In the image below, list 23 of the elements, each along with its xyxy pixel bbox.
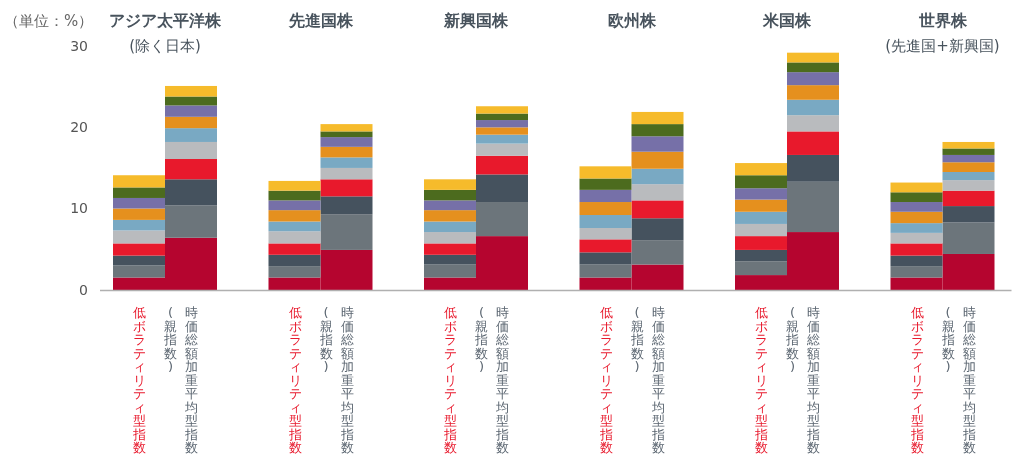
- y-tick-label: 0: [79, 281, 88, 298]
- category-label: 低ボラティリティ型指数: [910, 305, 924, 455]
- category-label: 時価総額加重平均型指数(親指数): [786, 305, 820, 455]
- category-label: 低ボラティリティ型指数: [288, 305, 302, 455]
- category-label: 時価総額加重平均型指数(親指数): [475, 305, 509, 455]
- category-label: 時価総額加重平均型指数(親指数): [941, 305, 976, 455]
- text: 先進国株: [288, 11, 353, 30]
- y-tick-label: 20: [70, 119, 88, 136]
- text: 新興国株: [444, 11, 508, 30]
- y-axis-title: （単位：%）: [4, 12, 94, 31]
- text: 欧州株: [607, 11, 656, 30]
- annotation: 世界株 (先進国+新興国): [884, 10, 1001, 57]
- category-label: 低ボラティリティ型指数: [599, 305, 613, 455]
- y-tick-label: 10: [70, 200, 88, 217]
- y-tick-label: 30: [70, 38, 88, 54]
- text: 米国株: [763, 11, 811, 30]
- category-label: 低ボラティリティ型指数: [444, 305, 457, 455]
- category-label: 時価総額加重平均型指数(親指数): [630, 305, 665, 455]
- category-label: 低ボラティリティ型指数: [755, 305, 768, 455]
- annotation: アジア太平洋株 (除く日本): [109, 11, 221, 55]
- category-label: 時価総額加重平均型指数(親指数): [164, 305, 198, 455]
- category-label: 低ボラティリティ型指数: [133, 305, 146, 455]
- category-label: 時価総額加重平均型指数(親指数): [319, 305, 354, 455]
